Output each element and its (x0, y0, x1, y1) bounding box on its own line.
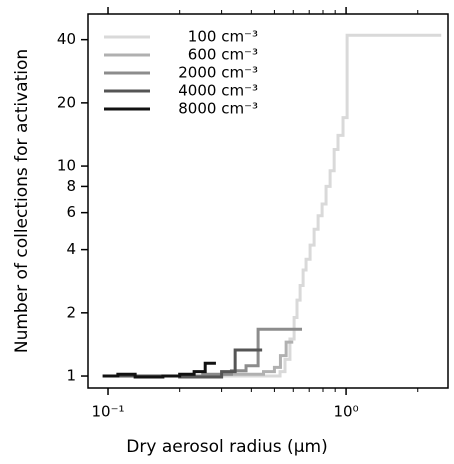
plot-frame (87, 13, 449, 389)
y-tick-label: 6 (66, 203, 76, 221)
y-tick-label: 10 (57, 157, 76, 175)
legend-label: 100 cm⁻³ (188, 28, 258, 46)
x-axis-label: Dry aerosol radius (μm) (126, 437, 327, 457)
y-tick-label: 8 (66, 177, 76, 195)
x-tick-label: 10⁻¹ (91, 403, 124, 421)
legend-label: 2000 cm⁻³ (178, 64, 258, 82)
y-tick-label: 20 (57, 93, 76, 111)
legend-label: 600 cm⁻³ (188, 46, 258, 64)
step-line (102, 361, 216, 379)
legend-label: 4000 cm⁻³ (178, 82, 258, 100)
y-tick-label: 40 (57, 30, 76, 48)
step-line (102, 33, 442, 378)
legend-label: 8000 cm⁻³ (178, 100, 258, 118)
y-tick-label: 2 (66, 303, 76, 321)
y-tick-label: 1 (66, 367, 76, 385)
y-tick-label: 4 (66, 240, 76, 258)
y-axis-label: Number of collections for activation (12, 49, 32, 353)
x-tick-label: 10⁰ (334, 403, 359, 421)
step-line (102, 327, 303, 378)
